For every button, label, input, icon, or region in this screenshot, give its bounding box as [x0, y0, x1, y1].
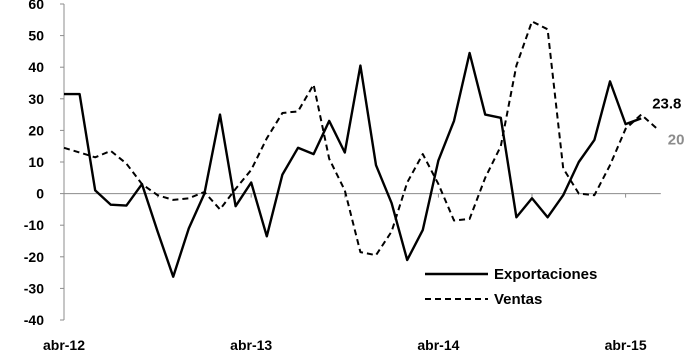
y-tick-label: -10	[24, 217, 44, 233]
y-tick-label: -40	[24, 312, 44, 328]
x-axis: abr-12 abr-13 abr-14 abr-15	[43, 193, 661, 353]
y-tick-label: -20	[24, 249, 44, 265]
end-label-ventas: 20.6	[668, 132, 685, 149]
legend-label-ventas: Ventas	[494, 291, 542, 308]
y-tick-label: 0	[36, 186, 44, 202]
legend-label-exportaciones: Exportaciones	[494, 266, 597, 283]
y-tick-label: 60	[28, 0, 44, 12]
x-tick-label: abr-13	[230, 337, 272, 353]
x-tick-label: abr-12	[43, 337, 85, 353]
series-line-ventas	[63, 20, 658, 257]
legend: Exportaciones Ventas	[425, 266, 597, 308]
x-tick-label: abr-15	[605, 337, 647, 353]
x-tick-label: abr-14	[417, 337, 459, 353]
end-label-exportaciones: 23.8	[652, 95, 681, 112]
y-tick-label: 10	[28, 154, 44, 170]
end-labels: 23.8 20.6	[652, 95, 685, 148]
series-line-exportaciones	[64, 51, 642, 278]
y-tick-label: 20	[28, 122, 44, 138]
series-lines	[63, 20, 658, 278]
y-tick-label: 40	[28, 59, 44, 75]
y-axis: -40 -30 -20 -10 0 10 20 30 40 50 60	[24, 0, 65, 328]
y-tick-label: -30	[24, 280, 44, 296]
y-tick-label: 50	[28, 28, 44, 44]
y-tick-label: 30	[28, 91, 44, 107]
